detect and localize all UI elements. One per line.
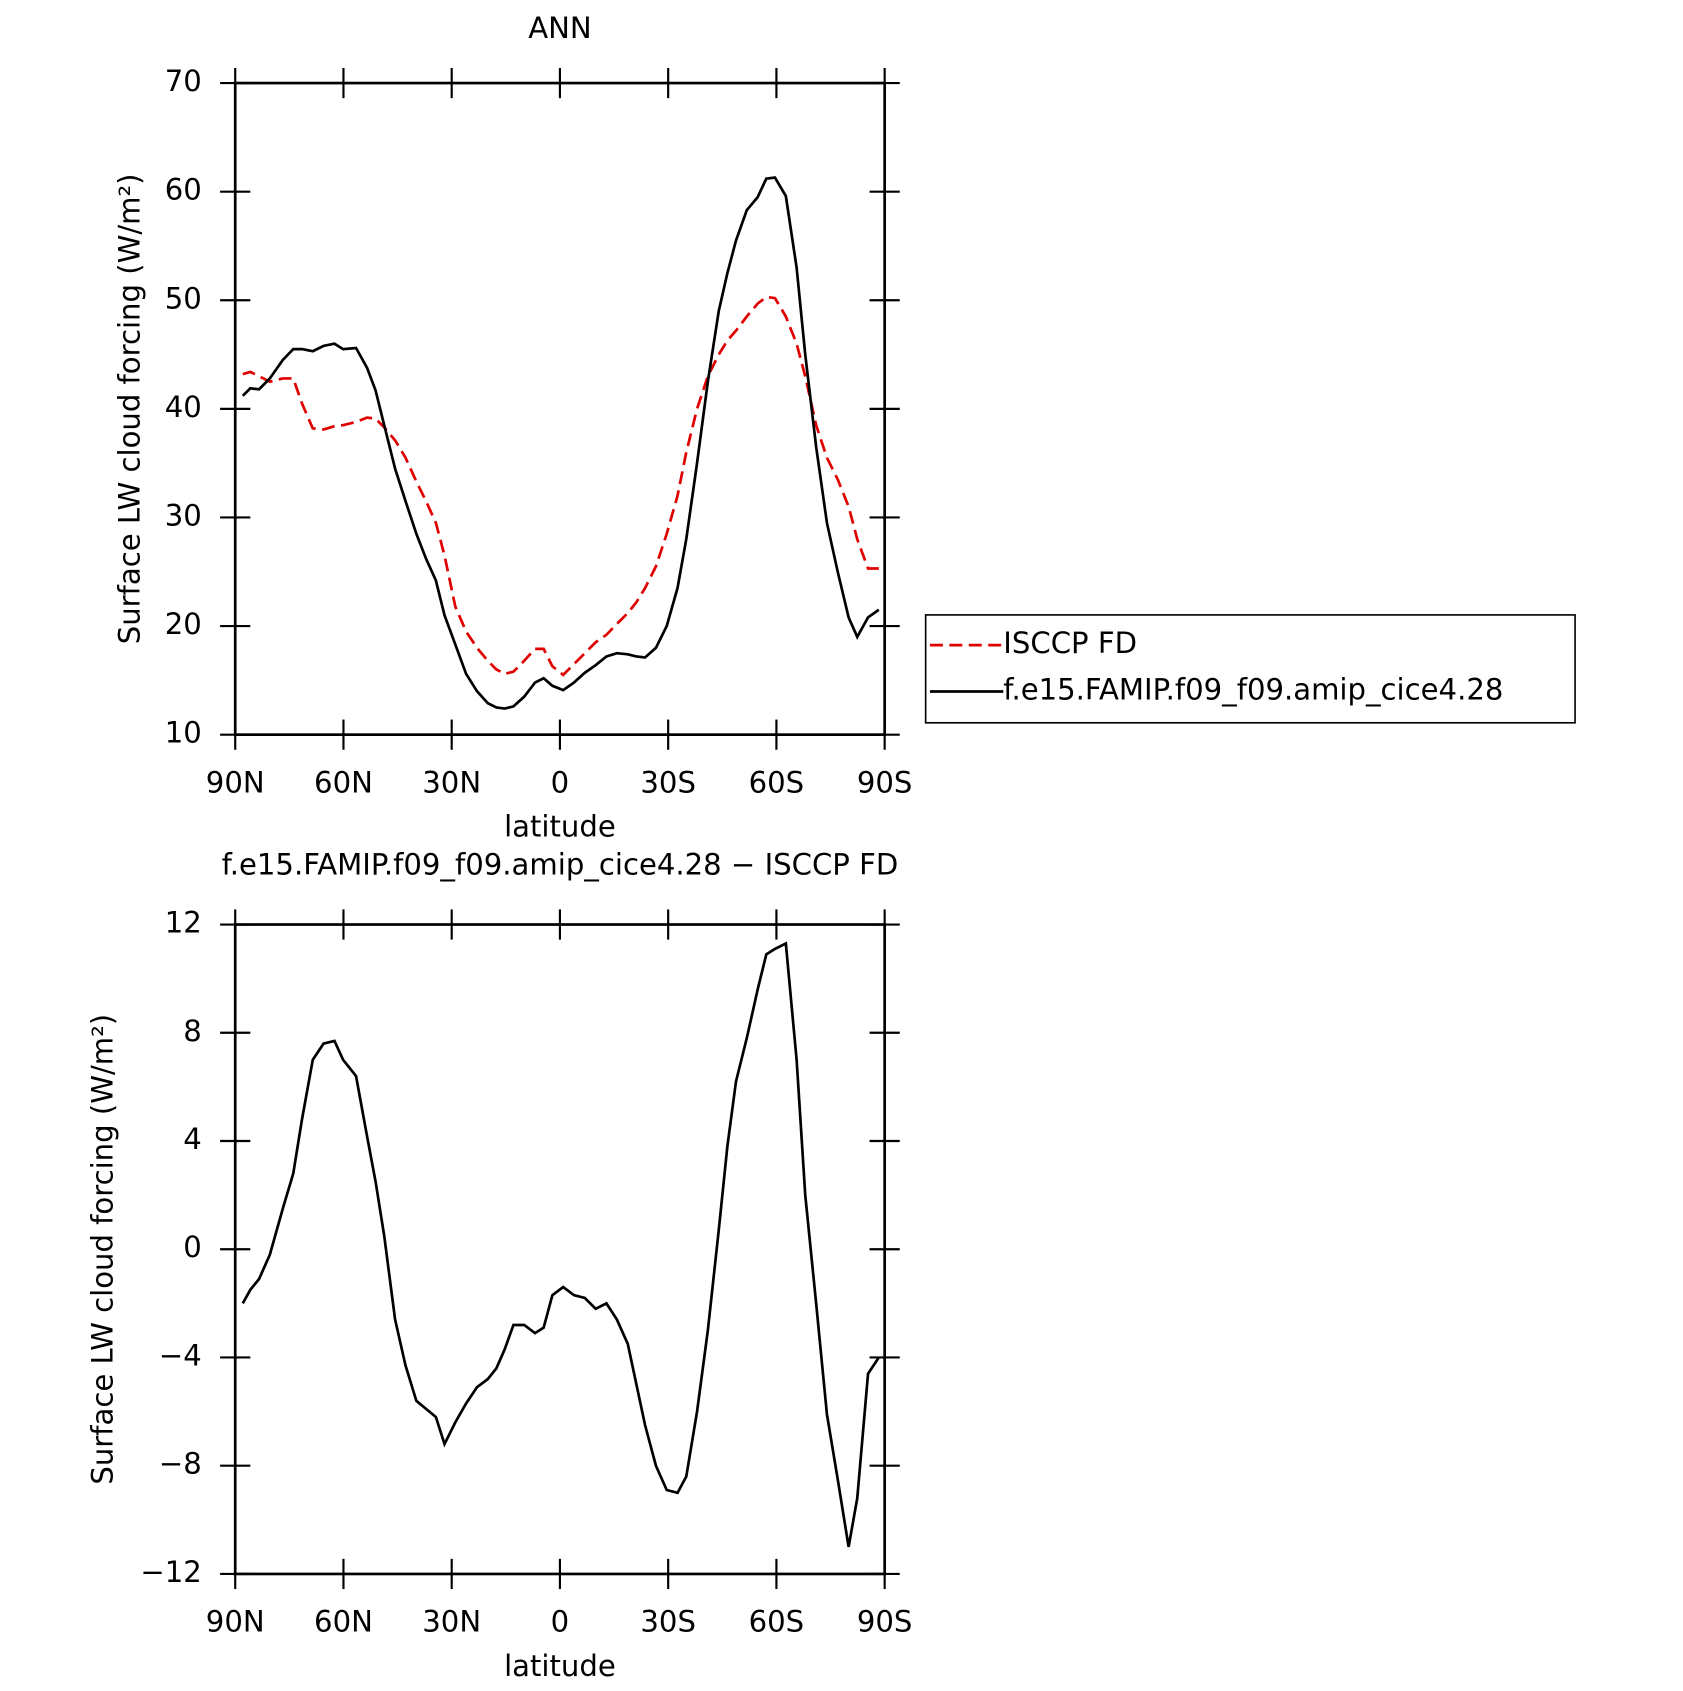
x-tick-label: 30N bbox=[422, 765, 481, 799]
series-line bbox=[242, 295, 879, 677]
y-tick-label: −12 bbox=[140, 1555, 201, 1589]
x-tick-label: 90N bbox=[206, 1605, 265, 1639]
x-tick-label: 60S bbox=[749, 765, 805, 799]
x-tick-label: 90N bbox=[206, 765, 265, 799]
y-tick-label: 8 bbox=[183, 1014, 202, 1048]
x-tick-label: 60N bbox=[314, 1605, 373, 1639]
y-tick-label: −4 bbox=[159, 1338, 202, 1372]
y-tick-label: 4 bbox=[183, 1122, 202, 1156]
y-tick-label: 12 bbox=[165, 906, 202, 940]
chart-title: ANN bbox=[528, 11, 591, 45]
x-tick-label: 90S bbox=[857, 1605, 913, 1639]
legend-label: ISCCP FD bbox=[1003, 626, 1137, 660]
y-tick-label: 70 bbox=[165, 64, 202, 98]
series-line bbox=[241, 941, 880, 1548]
y-tick-label: 0 bbox=[183, 1230, 202, 1264]
x-tick-label: 30S bbox=[640, 765, 696, 799]
y-axis-label: Surface LW cloud forcing (W/m²) bbox=[86, 1014, 120, 1485]
y-tick-label: 50 bbox=[165, 281, 202, 315]
series-line bbox=[241, 176, 880, 710]
y-axis-label: Surface LW cloud forcing (W/m²) bbox=[113, 173, 147, 644]
x-axis-label: latitude bbox=[504, 810, 616, 844]
y-tick-label: 60 bbox=[165, 173, 202, 207]
chart-title: f.e15.FAMIP.f09_f09.amip_cice4.28 − ISCC… bbox=[222, 847, 899, 881]
x-tick-label: 90S bbox=[857, 765, 913, 799]
y-tick-label: 20 bbox=[165, 607, 202, 641]
x-tick-label: 60N bbox=[314, 765, 373, 799]
y-tick-label: −8 bbox=[159, 1447, 202, 1481]
y-tick-label: 40 bbox=[165, 390, 202, 424]
y-tick-label: 10 bbox=[165, 716, 202, 750]
y-tick-label: 30 bbox=[165, 498, 202, 532]
x-tick-label: 0 bbox=[551, 1605, 570, 1639]
x-tick-label: 0 bbox=[551, 765, 570, 799]
x-axis-label: latitude bbox=[504, 1649, 616, 1683]
legend-label: f.e15.FAMIP.f09_f09.amip_cice4.28 bbox=[1003, 673, 1503, 707]
plot-frame bbox=[233, 81, 886, 737]
plot-frame bbox=[233, 923, 886, 1576]
x-tick-label: 30N bbox=[422, 1605, 481, 1639]
x-tick-label: 30S bbox=[640, 1605, 696, 1639]
x-tick-label: 60S bbox=[749, 1605, 805, 1639]
legend-box bbox=[924, 614, 1576, 724]
